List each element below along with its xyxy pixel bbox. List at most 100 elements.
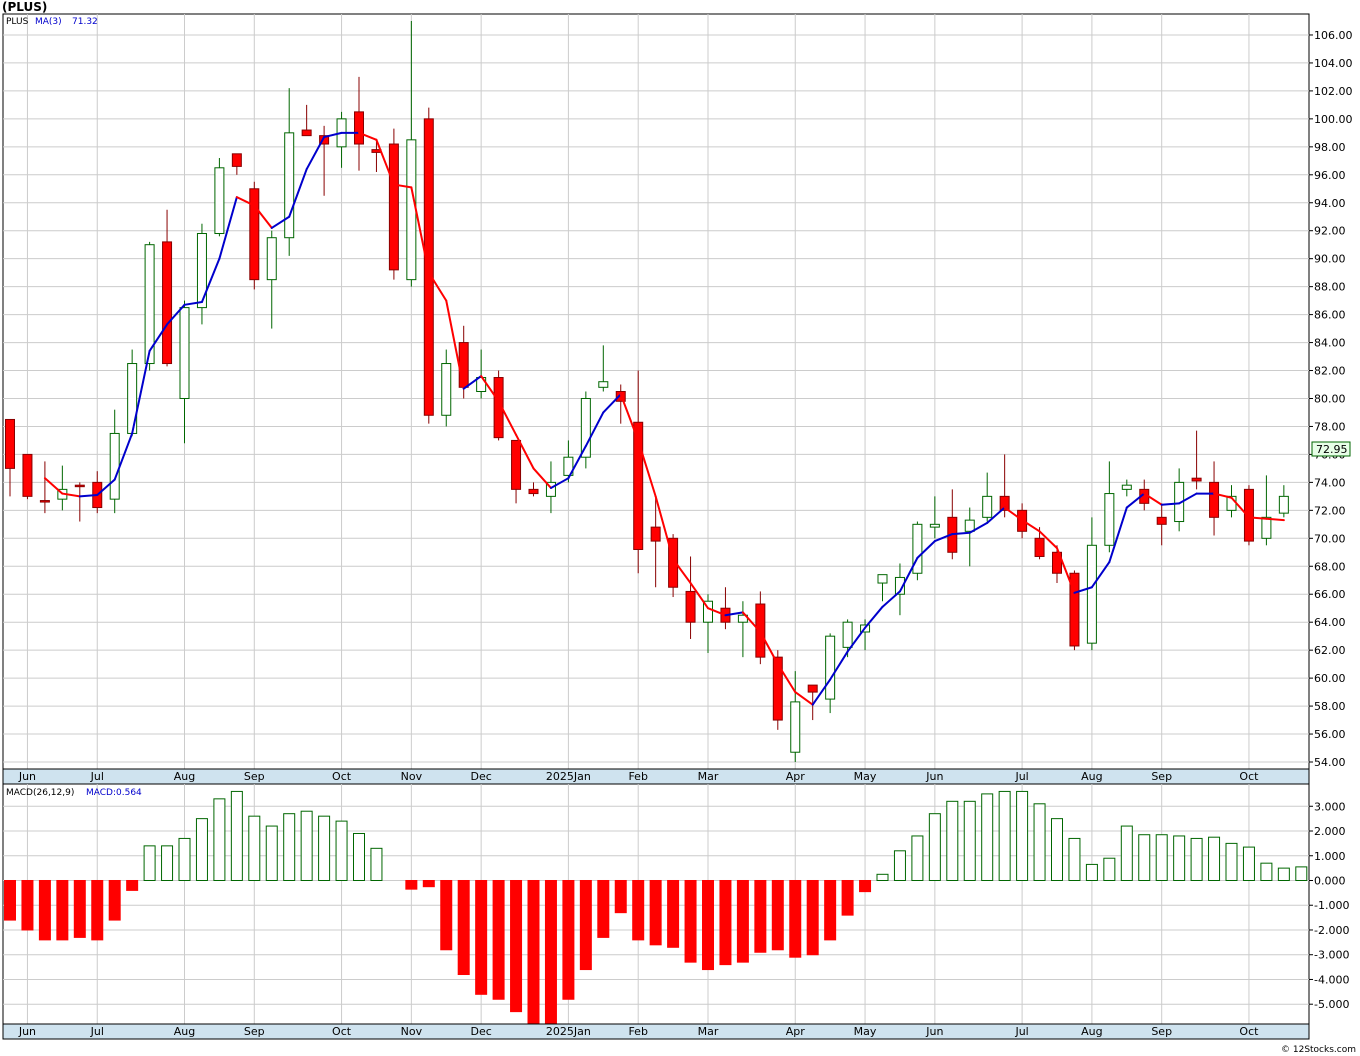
macd-bar [1085, 863, 1098, 881]
ma-segment [61, 492, 81, 498]
candle-body [982, 495, 993, 518]
macd-bar [859, 879, 872, 893]
macd-bar [1051, 818, 1063, 881]
footer-credit: © 12Stocks.com [1281, 1045, 1356, 1055]
ma-segment [881, 590, 901, 608]
price-y-tick-label: 104.00 [1314, 57, 1353, 70]
macd-bar [422, 879, 435, 888]
macd-bar [649, 879, 662, 946]
macd-x-tick-label: Aug [174, 1025, 195, 1038]
candle-body [1121, 484, 1132, 490]
macd-bar [736, 879, 749, 963]
candle [144, 241, 155, 371]
price-x-tick-label: Oct [1239, 770, 1259, 783]
macd-bar [405, 879, 418, 890]
ma-segment [166, 303, 186, 326]
macd-x-tick-label: Jun [18, 1025, 36, 1038]
legend-ma-value: 71.32 [72, 17, 98, 27]
macd-bar [1225, 842, 1238, 881]
ma-segment [1038, 530, 1058, 550]
macd-bar [702, 879, 714, 971]
macd-y-tick-label: 0.000 [1314, 874, 1346, 887]
macd-bar [946, 800, 959, 881]
ma-segment [253, 204, 273, 229]
candle-body [1086, 544, 1097, 644]
macd-bar [318, 815, 331, 881]
price-y-tick-label: 60.00 [1314, 672, 1346, 685]
price-y-tick-label: 56.00 [1314, 728, 1346, 741]
macd-bar [841, 879, 854, 916]
candle-body [668, 537, 679, 588]
moving-average-line [43, 131, 1285, 706]
macd-y-tick-label: -3.000 [1314, 949, 1349, 962]
candle [650, 496, 661, 588]
price-y-tick-label: 62.00 [1314, 644, 1346, 657]
ma-segment [1247, 516, 1268, 520]
macd-bar [143, 845, 156, 881]
ma-segment [532, 467, 552, 489]
candle-body [528, 488, 539, 495]
candle [685, 556, 696, 639]
macd-bar [1277, 867, 1290, 881]
price-y-tick-label: 66.00 [1314, 588, 1346, 601]
macd-bar [1103, 857, 1116, 881]
price-x-tick-label: Mar [698, 770, 719, 783]
macd-panel: -5.000 -4.000 -3.000 -2.000 -1.000 0.000 1.000… [2, 783, 1349, 1025]
ma-segment [131, 349, 151, 435]
macd-x-tick-label: Oct [332, 1025, 352, 1038]
price-x-tick-label: 2025Jan [546, 770, 591, 783]
macd-bar [1260, 862, 1273, 881]
macd-bar [597, 879, 610, 938]
ma-segment [96, 478, 116, 496]
candle [22, 453, 33, 500]
price-y-tick-label: 64.00 [1314, 616, 1346, 629]
macd-bar [213, 798, 226, 881]
ma-segment [637, 439, 657, 498]
candle [528, 482, 539, 497]
ma-segment [392, 183, 413, 189]
macd-bar [195, 818, 208, 881]
macd-bar [667, 879, 680, 948]
candle-body [406, 139, 417, 281]
macd-bar [632, 879, 645, 941]
macd-x-tick-label: Sep [1151, 1025, 1172, 1038]
macd-bar [1033, 803, 1046, 881]
candle-body [1261, 516, 1272, 539]
candle [1104, 461, 1115, 553]
macd-y-tick-label: -4.000 [1314, 973, 1349, 986]
candle [563, 440, 574, 483]
ma-segment [375, 138, 395, 186]
macd-bar [1208, 836, 1221, 881]
price-y-tick-label: 82.00 [1314, 365, 1346, 378]
candle-body [441, 363, 452, 416]
price-x-tick-label: Sep [244, 770, 265, 783]
candle [633, 370, 644, 574]
price-x-tick-label: Sep [1151, 770, 1172, 783]
ma-segment [724, 611, 744, 617]
macd-y-axis: -5.000 -4.000 -3.000 -2.000 -1.000 0.000 1.000… [1309, 800, 1349, 1011]
candle [964, 507, 975, 567]
ma-segment [1090, 561, 1111, 589]
macd-x-tick-label: Sep [244, 1025, 265, 1038]
macd-x-tick-label: Mar [698, 1025, 719, 1038]
macd-bar [248, 815, 261, 881]
macd-bar [719, 879, 732, 966]
candle-body [179, 307, 190, 399]
macd-title: MACD(26,12,9) [6, 788, 74, 798]
candle-body [319, 135, 330, 145]
price-x-tick-label: Jul [1014, 770, 1028, 783]
candle [511, 439, 522, 504]
candle [284, 88, 295, 256]
price-x-tick-label: Jul [90, 770, 104, 783]
price-x-tick-label: Oct [332, 770, 352, 783]
price-x-tick-label: Aug [1081, 770, 1102, 783]
price-x-tick-label: Jun [925, 770, 943, 783]
macd-bar [475, 879, 488, 995]
macd-bar [1190, 837, 1203, 881]
macd-bar [1120, 825, 1133, 881]
candle-body [1052, 551, 1062, 574]
price-plot-area [2, 13, 1310, 770]
price-y-tick-label: 74.00 [1314, 476, 1346, 489]
candle [1209, 461, 1220, 536]
